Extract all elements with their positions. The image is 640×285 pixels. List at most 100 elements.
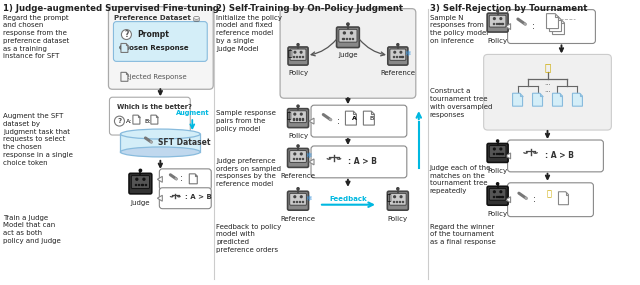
Text: 🏆: 🏆 bbox=[545, 62, 550, 72]
FancyBboxPatch shape bbox=[390, 193, 406, 205]
Bar bbox=[396, 201, 397, 202]
Text: Chosen Response: Chosen Response bbox=[118, 46, 188, 52]
Circle shape bbox=[497, 140, 499, 142]
Text: A:: A: bbox=[127, 119, 132, 124]
FancyBboxPatch shape bbox=[290, 111, 307, 123]
Text: Rejected Response: Rejected Response bbox=[120, 74, 186, 80]
Text: Augment the SFT
dataset by
judgment task that
requests to select
the chosen
resp: Augment the SFT dataset by judgment task… bbox=[3, 113, 72, 166]
Bar bbox=[499, 23, 500, 24]
Circle shape bbox=[400, 51, 402, 53]
Text: ?: ? bbox=[117, 118, 122, 124]
Bar bbox=[293, 118, 294, 119]
Polygon shape bbox=[364, 111, 374, 125]
Circle shape bbox=[493, 18, 495, 19]
Bar bbox=[299, 118, 300, 119]
Polygon shape bbox=[151, 115, 158, 124]
Circle shape bbox=[394, 196, 396, 198]
Bar bbox=[120, 134, 200, 152]
Circle shape bbox=[500, 18, 502, 19]
Text: :: : bbox=[532, 22, 535, 31]
Bar bbox=[499, 153, 500, 154]
Text: ❄: ❄ bbox=[305, 194, 311, 203]
Text: 1) Judge-augmented Supervised Fine-tuning: 1) Judge-augmented Supervised Fine-tunin… bbox=[3, 4, 219, 13]
FancyBboxPatch shape bbox=[290, 49, 306, 60]
Bar bbox=[293, 56, 294, 57]
FancyBboxPatch shape bbox=[311, 105, 407, 137]
FancyBboxPatch shape bbox=[489, 146, 506, 157]
Bar bbox=[293, 158, 294, 159]
Text: :: : bbox=[337, 117, 339, 126]
Text: Regard the prompt
and chosen
response from the
preference dataset
as a training
: Regard the prompt and chosen response fr… bbox=[3, 15, 69, 59]
Text: : A > B: : A > B bbox=[186, 194, 212, 200]
FancyBboxPatch shape bbox=[288, 47, 308, 65]
Text: Judge: Judge bbox=[131, 200, 150, 206]
Bar bbox=[493, 196, 494, 197]
Bar bbox=[138, 184, 140, 185]
FancyBboxPatch shape bbox=[287, 148, 308, 167]
FancyBboxPatch shape bbox=[387, 191, 408, 210]
Bar bbox=[299, 158, 300, 159]
FancyBboxPatch shape bbox=[287, 109, 308, 128]
FancyBboxPatch shape bbox=[129, 173, 152, 194]
Bar bbox=[296, 56, 297, 57]
Text: Construct a
tournament tree
with oversampled
responses: Construct a tournament tree with oversam… bbox=[430, 88, 492, 117]
Polygon shape bbox=[552, 93, 563, 106]
FancyBboxPatch shape bbox=[489, 15, 506, 27]
Polygon shape bbox=[133, 115, 140, 124]
Text: B: B bbox=[370, 116, 374, 121]
Text: Policy: Policy bbox=[288, 70, 308, 76]
Bar bbox=[401, 56, 403, 57]
Polygon shape bbox=[309, 159, 314, 165]
Text: Initialize the policy
model and fixed
reference model
by a single
Judge Model: Initialize the policy model and fixed re… bbox=[216, 15, 282, 52]
FancyBboxPatch shape bbox=[390, 49, 406, 60]
Text: Policy: Policy bbox=[288, 133, 308, 139]
Text: Policy: Policy bbox=[488, 211, 508, 217]
Ellipse shape bbox=[120, 147, 200, 157]
Text: Sample response
pairs from the
policy model: Sample response pairs from the policy mo… bbox=[216, 110, 276, 132]
Circle shape bbox=[294, 113, 296, 115]
Bar bbox=[399, 56, 400, 57]
Text: Regard the winner
of the tournament
as a final response: Regard the winner of the tournament as a… bbox=[430, 224, 495, 245]
Text: ❄: ❄ bbox=[305, 151, 311, 160]
Circle shape bbox=[139, 169, 141, 172]
Text: 2) Self-Training by On-Policy Judgment: 2) Self-Training by On-Policy Judgment bbox=[216, 4, 403, 13]
Polygon shape bbox=[309, 118, 314, 124]
Text: Train a Judge
Model that can
act as both
policy and judge: Train a Judge Model that can act as both… bbox=[3, 215, 60, 244]
FancyBboxPatch shape bbox=[159, 169, 211, 190]
Text: ...: ... bbox=[544, 87, 551, 93]
Bar bbox=[141, 184, 143, 185]
Polygon shape bbox=[157, 195, 163, 201]
Bar bbox=[393, 56, 394, 57]
FancyBboxPatch shape bbox=[109, 97, 190, 135]
Text: ?: ? bbox=[124, 30, 129, 39]
Circle shape bbox=[300, 113, 302, 115]
Bar bbox=[301, 56, 303, 57]
Circle shape bbox=[400, 196, 402, 198]
FancyBboxPatch shape bbox=[280, 9, 416, 98]
Circle shape bbox=[300, 51, 302, 53]
Text: ⛁: ⛁ bbox=[193, 15, 200, 24]
Polygon shape bbox=[506, 197, 511, 203]
Bar bbox=[346, 38, 347, 39]
FancyBboxPatch shape bbox=[290, 150, 307, 162]
Text: ...: ... bbox=[544, 80, 551, 86]
Bar bbox=[499, 196, 500, 197]
Text: ❄: ❄ bbox=[404, 49, 410, 58]
Polygon shape bbox=[532, 93, 543, 106]
Circle shape bbox=[297, 105, 299, 107]
Bar bbox=[296, 158, 297, 159]
Circle shape bbox=[115, 116, 124, 126]
Bar bbox=[302, 201, 303, 202]
Bar bbox=[302, 118, 303, 119]
Text: 🔥: 🔥 bbox=[287, 111, 291, 120]
Text: Prompt: Prompt bbox=[138, 30, 170, 39]
Bar bbox=[299, 56, 300, 57]
Bar bbox=[302, 158, 303, 159]
Bar bbox=[495, 23, 497, 24]
Text: Policy: Policy bbox=[388, 216, 408, 222]
Polygon shape bbox=[506, 24, 511, 30]
Polygon shape bbox=[121, 72, 128, 81]
Text: Augment: Augment bbox=[175, 110, 209, 116]
FancyBboxPatch shape bbox=[388, 47, 408, 65]
Circle shape bbox=[297, 44, 299, 46]
